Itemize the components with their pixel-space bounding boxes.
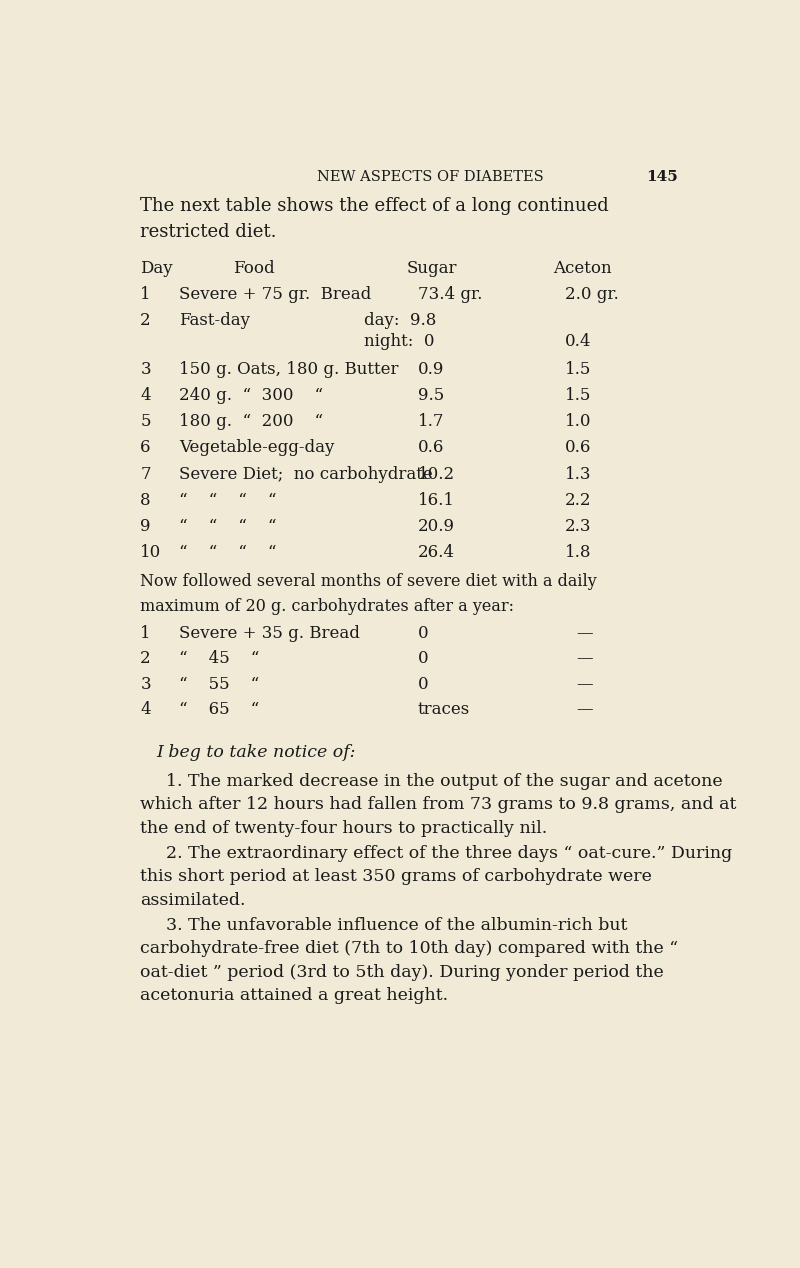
Text: the end of twenty-four hours to practically nil.: the end of twenty-four hours to practica… (140, 819, 547, 837)
Text: traces: traces (418, 701, 470, 718)
Text: 0: 0 (418, 650, 428, 667)
Text: maximum of 20 g. carbohydrates after a year:: maximum of 20 g. carbohydrates after a y… (140, 598, 514, 615)
Text: 1.7: 1.7 (418, 413, 444, 430)
Text: Vegetable-egg-day: Vegetable-egg-day (179, 440, 334, 456)
Text: NEW ASPECTS OF DIABETES: NEW ASPECTS OF DIABETES (317, 170, 544, 184)
Text: 2.0 gr.: 2.0 gr. (565, 287, 618, 303)
Text: 145: 145 (646, 170, 678, 184)
Text: 2: 2 (140, 312, 151, 330)
Text: —: — (577, 650, 594, 667)
Text: “    45    “: “ 45 “ (179, 650, 259, 667)
Text: Food: Food (234, 260, 275, 276)
Text: 1.5: 1.5 (565, 361, 591, 378)
Text: 1.3: 1.3 (565, 465, 591, 483)
Text: 10: 10 (140, 544, 162, 560)
Text: “    “    “    “: “ “ “ “ (179, 517, 277, 535)
Text: 9: 9 (140, 517, 151, 535)
Text: assimilated.: assimilated. (140, 891, 246, 909)
Text: 0: 0 (418, 625, 428, 642)
Text: 1.0: 1.0 (565, 413, 591, 430)
Text: 10.2: 10.2 (418, 465, 455, 483)
Text: 180 g.  “  200    “: 180 g. “ 200 “ (179, 413, 323, 430)
Text: Severe + 75 gr.  Bread: Severe + 75 gr. Bread (179, 287, 371, 303)
Text: 2.3: 2.3 (565, 517, 591, 535)
Text: —: — (577, 625, 594, 642)
Text: The next table shows the effect of a long continued: The next table shows the effect of a lon… (140, 197, 609, 214)
Text: 4: 4 (140, 387, 151, 404)
Text: Now followed several months of severe diet with a daily: Now followed several months of severe di… (140, 573, 597, 591)
Text: 7: 7 (140, 465, 151, 483)
Text: acetonuria attained a great height.: acetonuria attained a great height. (140, 988, 449, 1004)
Text: day:  9.8: day: 9.8 (363, 312, 436, 330)
Text: 3. The unfavorable influence of the albumin-rich but: 3. The unfavorable influence of the albu… (166, 917, 627, 933)
Text: I beg to take notice of:: I beg to take notice of: (156, 743, 355, 761)
Text: 2.2: 2.2 (565, 492, 591, 508)
Text: 6: 6 (140, 440, 151, 456)
Text: “    55    “: “ 55 “ (179, 676, 259, 692)
Text: 20.9: 20.9 (418, 517, 454, 535)
Text: 2. The extraordinary effect of the three days “ oat-cure.” During: 2. The extraordinary effect of the three… (166, 844, 732, 862)
Text: Aceton: Aceton (554, 260, 612, 276)
Text: Severe + 35 g. Bread: Severe + 35 g. Bread (179, 625, 360, 642)
Text: 1. The marked decrease in the output of the sugar and acetone: 1. The marked decrease in the output of … (166, 772, 722, 790)
Text: “    65    “: “ 65 “ (179, 701, 259, 718)
Text: —: — (577, 701, 594, 718)
Text: 150 g. Oats, 180 g. Butter: 150 g. Oats, 180 g. Butter (179, 361, 398, 378)
Text: this short period at least 350 grams of carbohydrate were: this short period at least 350 grams of … (140, 869, 652, 885)
Text: 1.5: 1.5 (565, 387, 591, 404)
Text: Fast-day: Fast-day (179, 312, 250, 330)
Text: 9.5: 9.5 (418, 387, 444, 404)
Text: 8: 8 (140, 492, 151, 508)
Text: 3: 3 (140, 676, 151, 692)
Text: night:  0: night: 0 (363, 333, 434, 350)
Text: 0.4: 0.4 (565, 333, 591, 350)
Text: 1: 1 (140, 625, 151, 642)
Text: 3: 3 (140, 361, 151, 378)
Text: 5: 5 (140, 413, 151, 430)
Text: which after 12 hours had fallen from 73 grams to 9.8 grams, and at: which after 12 hours had fallen from 73 … (140, 796, 737, 813)
Text: Severe Diet;  no carbohydrate: Severe Diet; no carbohydrate (179, 465, 433, 483)
Text: 0.9: 0.9 (418, 361, 444, 378)
Text: restricted diet.: restricted diet. (140, 223, 277, 241)
Text: 0.6: 0.6 (565, 440, 591, 456)
Text: oat-diet ” period (3rd to 5th day). During yonder period the: oat-diet ” period (3rd to 5th day). Duri… (140, 964, 664, 980)
Text: Sugar: Sugar (406, 260, 457, 276)
Text: 2: 2 (140, 650, 151, 667)
Text: 26.4: 26.4 (418, 544, 454, 560)
Text: 73.4 gr.: 73.4 gr. (418, 287, 482, 303)
Text: carbohydrate-free diet (7th to 10th day) compared with the “: carbohydrate-free diet (7th to 10th day)… (140, 941, 678, 957)
Text: “    “    “    “: “ “ “ “ (179, 492, 277, 508)
Text: 16.1: 16.1 (418, 492, 454, 508)
Text: 0.6: 0.6 (418, 440, 444, 456)
Text: Day: Day (140, 260, 173, 276)
Text: 240 g.  “  300    “: 240 g. “ 300 “ (179, 387, 323, 404)
Text: “    “    “    “: “ “ “ “ (179, 544, 277, 560)
Text: —: — (577, 676, 594, 692)
Text: 1: 1 (140, 287, 151, 303)
Text: 4: 4 (140, 701, 151, 718)
Text: 1.8: 1.8 (565, 544, 591, 560)
Text: 0: 0 (418, 676, 428, 692)
